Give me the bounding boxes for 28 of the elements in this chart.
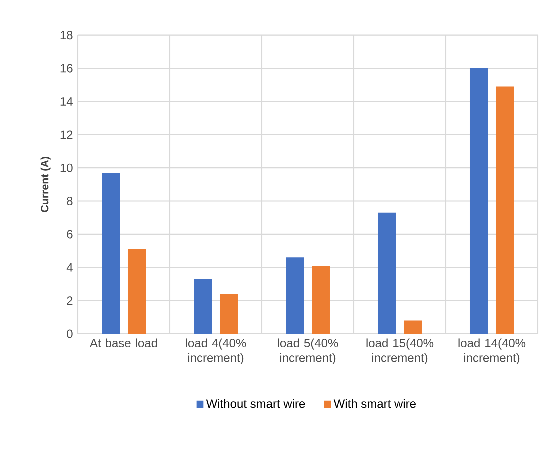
- x-tick-label: load 14(40% increment): [458, 338, 526, 365]
- y-tick-label: 8: [67, 197, 73, 206]
- bar: [378, 212, 396, 334]
- bar: [128, 249, 146, 334]
- legend-label: With smart wire: [334, 399, 416, 408]
- legend-label: Without smart wire: [206, 399, 306, 408]
- y-tick-label: 16: [60, 64, 73, 73]
- bar: [470, 68, 488, 334]
- x-tick-label: load 15(40% increment): [366, 338, 434, 365]
- bar: [404, 320, 422, 334]
- y-tick-label: 12: [60, 130, 73, 140]
- y-tick-label: 4: [66, 264, 73, 272]
- y-tick-label: 14: [60, 98, 73, 106]
- bar: [220, 294, 238, 334]
- x-tick-label: load 4(40% increment): [186, 338, 246, 365]
- bar: [286, 258, 304, 334]
- y-tick-label: 18: [60, 31, 73, 40]
- bar: [312, 266, 330, 334]
- bar: [496, 86, 514, 334]
- x-tick-label: load 5(40% increment): [278, 338, 338, 365]
- y-tick-label: 2: [67, 296, 73, 306]
- y-tick-label: 10: [60, 164, 73, 172]
- y-tick-label: 0: [67, 330, 73, 338]
- y-tick-label: 6: [67, 230, 73, 239]
- bar: [194, 279, 212, 334]
- x-tick-label: At base load: [90, 338, 158, 348]
- y-axis-title: Current (A): [40, 157, 51, 212]
- bar: [102, 173, 120, 334]
